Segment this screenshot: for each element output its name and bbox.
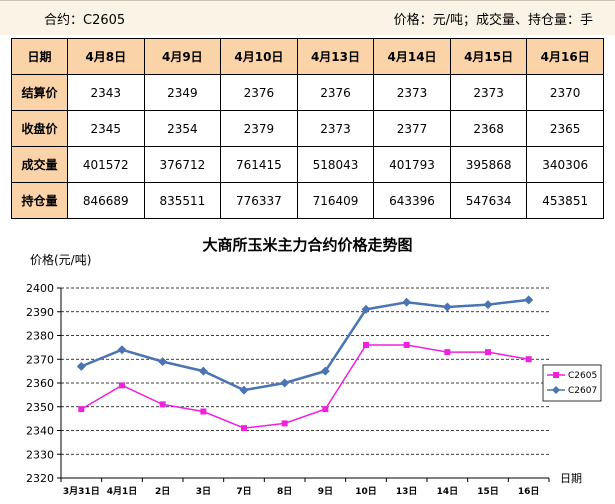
data-point: [200, 408, 207, 415]
table-row: 结算价 2343 2349 2376 2376 2373 2373 2370: [11, 74, 604, 111]
table-cell: 401793: [373, 146, 451, 183]
data-point: [524, 295, 534, 305]
table-cell: 2343: [67, 74, 145, 111]
data-point: [444, 349, 451, 356]
data-point: [483, 300, 493, 310]
data-point: [198, 366, 208, 376]
data-point: [403, 342, 410, 348]
data-point: [119, 382, 125, 389]
data-point: [117, 345, 127, 355]
data-point: [280, 378, 290, 388]
table-cell: 2370: [526, 74, 604, 111]
table-cell: 376712: [143, 146, 222, 183]
data-point: [361, 304, 371, 314]
x-tick-label: 8日: [277, 486, 292, 497]
x-tick-label: 15日: [477, 486, 499, 497]
price-table: 日期 4月8日 4月9日 4月10日 4月13日 4月14日 4月15日 4月1…: [11, 38, 604, 219]
data-point: [241, 425, 247, 432]
table-cell: 2373: [449, 74, 528, 111]
table-cell: 835511: [143, 182, 222, 219]
table-cell: 643396: [373, 182, 451, 219]
x-tick-label: 13日: [396, 486, 418, 497]
y-tick-label: 2330: [26, 448, 54, 461]
axes: 2320 2330 2340 2350 2360 2370 2380 2390 2400 3月31…: [26, 252, 582, 497]
y-tick-label: 2360: [26, 377, 54, 390]
y-tick-label: 2340: [26, 425, 54, 438]
data-point: [281, 420, 288, 427]
data-point: [158, 357, 168, 367]
data-point: [159, 401, 166, 408]
y-tick-label: 2400: [26, 282, 54, 295]
series-line-C2607: [80, 298, 529, 392]
x-tick-label: 14日: [437, 486, 459, 497]
data-point: [525, 356, 532, 363]
legend-marker: [553, 372, 559, 378]
table-column-header: 4月10日: [220, 38, 298, 75]
table-cell: 518043: [296, 146, 375, 183]
data-point: [320, 366, 330, 376]
data-point: [239, 385, 249, 395]
table-column-header: 4月13日: [296, 38, 375, 75]
table-cell: 2345: [67, 110, 145, 147]
table-corner-cell: 日期: [11, 38, 68, 75]
units-label: 价格：元/吨；成交量、持仓量：手: [393, 13, 593, 28]
table-cell: 340306: [526, 146, 604, 183]
row-label: 持仓量: [11, 182, 68, 219]
data-point: [402, 297, 412, 307]
table-column-header: 4月9日: [143, 38, 222, 75]
y-tick-label: 2380: [26, 330, 54, 343]
row-label: 成交量: [11, 146, 68, 183]
table-column-header: 4月8日: [67, 38, 145, 75]
x-tick-label: 9日: [318, 486, 333, 497]
legend-entry: C2607: [568, 386, 597, 396]
table-row: 收盘价 2345 2354 2379 2373 2377 2368 2365: [11, 110, 604, 147]
table-column-header: 4月14日: [373, 38, 451, 75]
data-point: [78, 406, 85, 413]
table-cell: 716409: [296, 182, 375, 219]
y-tick-label: 2390: [26, 306, 54, 319]
legend-box: [542, 364, 602, 402]
row-label: 结算价: [11, 74, 68, 111]
data-point: [322, 406, 329, 413]
y-axis-label: 价格(元/吨): [30, 252, 91, 267]
table-column-header: 4月16日: [526, 38, 604, 75]
series-lines: [76, 295, 534, 432]
legend-marker: [552, 386, 560, 394]
y-tick-label: 2320: [26, 472, 54, 485]
x-tick-label: 4月1日: [107, 486, 138, 497]
contract-label: 合约：C2605: [44, 13, 126, 28]
data-point: [363, 342, 369, 348]
data-point: [442, 302, 452, 312]
legend: C2605 C2607: [542, 364, 602, 402]
x-tick-label: 3日: [196, 486, 211, 497]
table-cell: 776337: [220, 182, 298, 219]
x-tick-label: 7日: [236, 486, 251, 497]
table-cell: 846689: [67, 182, 145, 219]
x-tick-label: 3月31日: [63, 486, 100, 497]
table-column-header: 4月15日: [449, 38, 528, 75]
x-tick-label: 10日: [355, 486, 377, 497]
row-label: 收盘价: [11, 110, 68, 147]
series-line-C2605: [80, 344, 529, 429]
table-header-row: 日期 4月8日 4月9日 4月10日 4月13日 4月14日 4月15日 4月1…: [11, 38, 604, 75]
legend-entry: C2605: [568, 371, 597, 381]
table-cell: 2377: [373, 110, 451, 147]
table-cell: 2349: [143, 74, 222, 111]
y-tick-label: 2370: [26, 353, 54, 366]
table-cell: 2373: [296, 110, 375, 147]
data-point: [76, 361, 86, 371]
y-tick-label: 2350: [26, 401, 54, 414]
table-cell: 547634: [449, 182, 528, 219]
x-tick-label: 16日: [518, 486, 540, 497]
x-tick-label: 2日: [155, 486, 170, 497]
chart-title: 大商所玉米主力合约价格走势图: [202, 236, 413, 254]
table-cell: 453851: [526, 182, 604, 219]
x-axis-label: 日期: [560, 472, 582, 485]
data-point: [485, 349, 491, 356]
table-row: 持仓量 846689 835511 776337 716409 643396 5…: [11, 182, 604, 219]
table-cell: 2354: [143, 110, 222, 147]
header-bar: 合约：C2605 价格：元/吨；成交量、持仓量：手: [0, 0, 615, 35]
gridlines: [61, 287, 549, 455]
